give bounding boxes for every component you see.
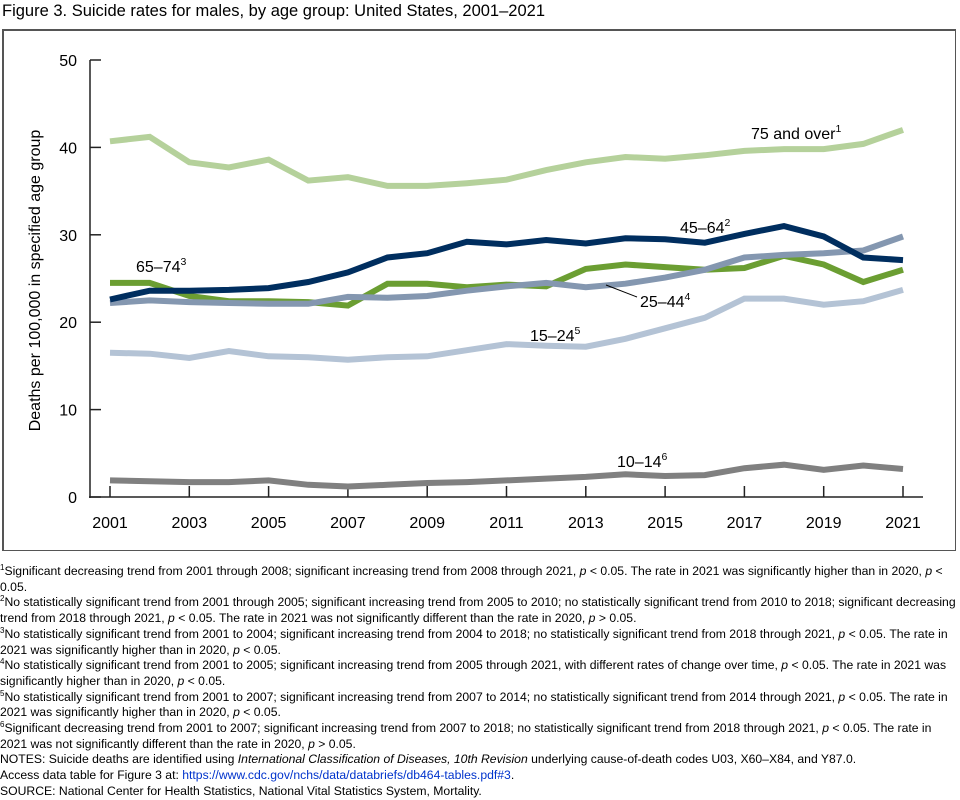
x-tick-label: 2013 <box>568 515 604 532</box>
series-labels: 75 and over1 45–642 65–743 25–444 15–245 10–1… <box>136 123 842 471</box>
x-tick-label: 2017 <box>727 515 763 532</box>
x-tick-label: 2003 <box>172 515 208 532</box>
footnote-list: 1Significant decreasing trend from 2001 … <box>0 564 960 752</box>
notes-icd-title: International Classification of Diseases… <box>237 752 528 767</box>
series-line-45-64 <box>109 223 904 303</box>
y-tick-label: 20 <box>59 315 77 332</box>
series-line-10-14 <box>109 461 904 490</box>
x-tick-label: 2009 <box>409 515 445 532</box>
x-tick-label: 2015 <box>647 515 683 532</box>
label-leader-line <box>605 284 638 298</box>
figure-title: Figure 3. Suicide rates for males, by ag… <box>2 2 545 20</box>
series-line-75-and-over <box>109 127 904 189</box>
series-label: 45–642 <box>680 217 731 237</box>
y-tick-label: 30 <box>59 228 77 245</box>
x-tick-label: 2021 <box>885 515 921 532</box>
footnote-6: 6Significant decreasing trend from 2001 … <box>0 720 932 751</box>
y-tick-label: 50 <box>59 53 77 70</box>
footnote-4: 4No statistically significant trend from… <box>0 657 947 688</box>
series-line-15-24 <box>109 287 904 363</box>
access-prefix: Access data table for Figure 3 at: <box>0 768 183 783</box>
y-tick-label: 0 <box>68 490 77 507</box>
x-tick-label: 2005 <box>251 515 287 532</box>
line-chart: 0 10 20 30 40 50 2001 2003 2005 2007 2009 2011 2013 2… <box>27 53 923 532</box>
access-line: Access data table for Figure 3 at: https… <box>0 768 960 784</box>
x-tick-label: 2011 <box>489 515 524 532</box>
footnote-5: 5No statistically significant trend from… <box>0 688 948 720</box>
series-label: 10–146 <box>617 451 668 471</box>
series-label: 25–444 <box>640 291 691 311</box>
x-tick-label: 2007 <box>330 515 366 532</box>
axes: 0 10 20 30 40 50 2001 2003 2005 2007 2009 2011 2013 2… <box>27 53 923 532</box>
notes-suffix: underlying cause-of-death codes U03, X60… <box>527 752 857 767</box>
x-tick-label: 2001 <box>92 515 128 532</box>
access-suffix: . <box>510 768 515 783</box>
y-axis-label: Deaths per 100,000 in specified age grou… <box>27 130 44 432</box>
series-label: 15–245 <box>530 325 581 345</box>
footnote-2: 2No statistically significant trend from… <box>0 594 956 626</box>
y-tick-label: 40 <box>59 140 77 157</box>
data-table-link[interactable]: https://www.cdc.gov/nchs/data/databriefs… <box>182 768 511 783</box>
chart-frame <box>2 29 956 551</box>
footnotes: 1Significant decreasing trend from 2001 … <box>0 564 960 800</box>
notes-prefix: NOTES: Suicide deaths are identified usi… <box>0 752 238 767</box>
footnote-1: 1Significant decreasing trend from 2001 … <box>0 563 943 594</box>
footnote-3: 3No statistically significant trend from… <box>0 625 948 657</box>
series-line-25-44 <box>109 233 904 307</box>
source-line: SOURCE: National Center for Health Stati… <box>0 783 482 798</box>
y-tick-label: 10 <box>59 403 77 420</box>
notes-line: NOTES: Suicide deaths are identified usi… <box>0 752 960 768</box>
series-label: 65–743 <box>136 256 187 276</box>
series-label: 75 and over1 <box>751 123 842 143</box>
series-lines <box>109 127 904 490</box>
x-tick-label: 2019 <box>806 515 842 532</box>
